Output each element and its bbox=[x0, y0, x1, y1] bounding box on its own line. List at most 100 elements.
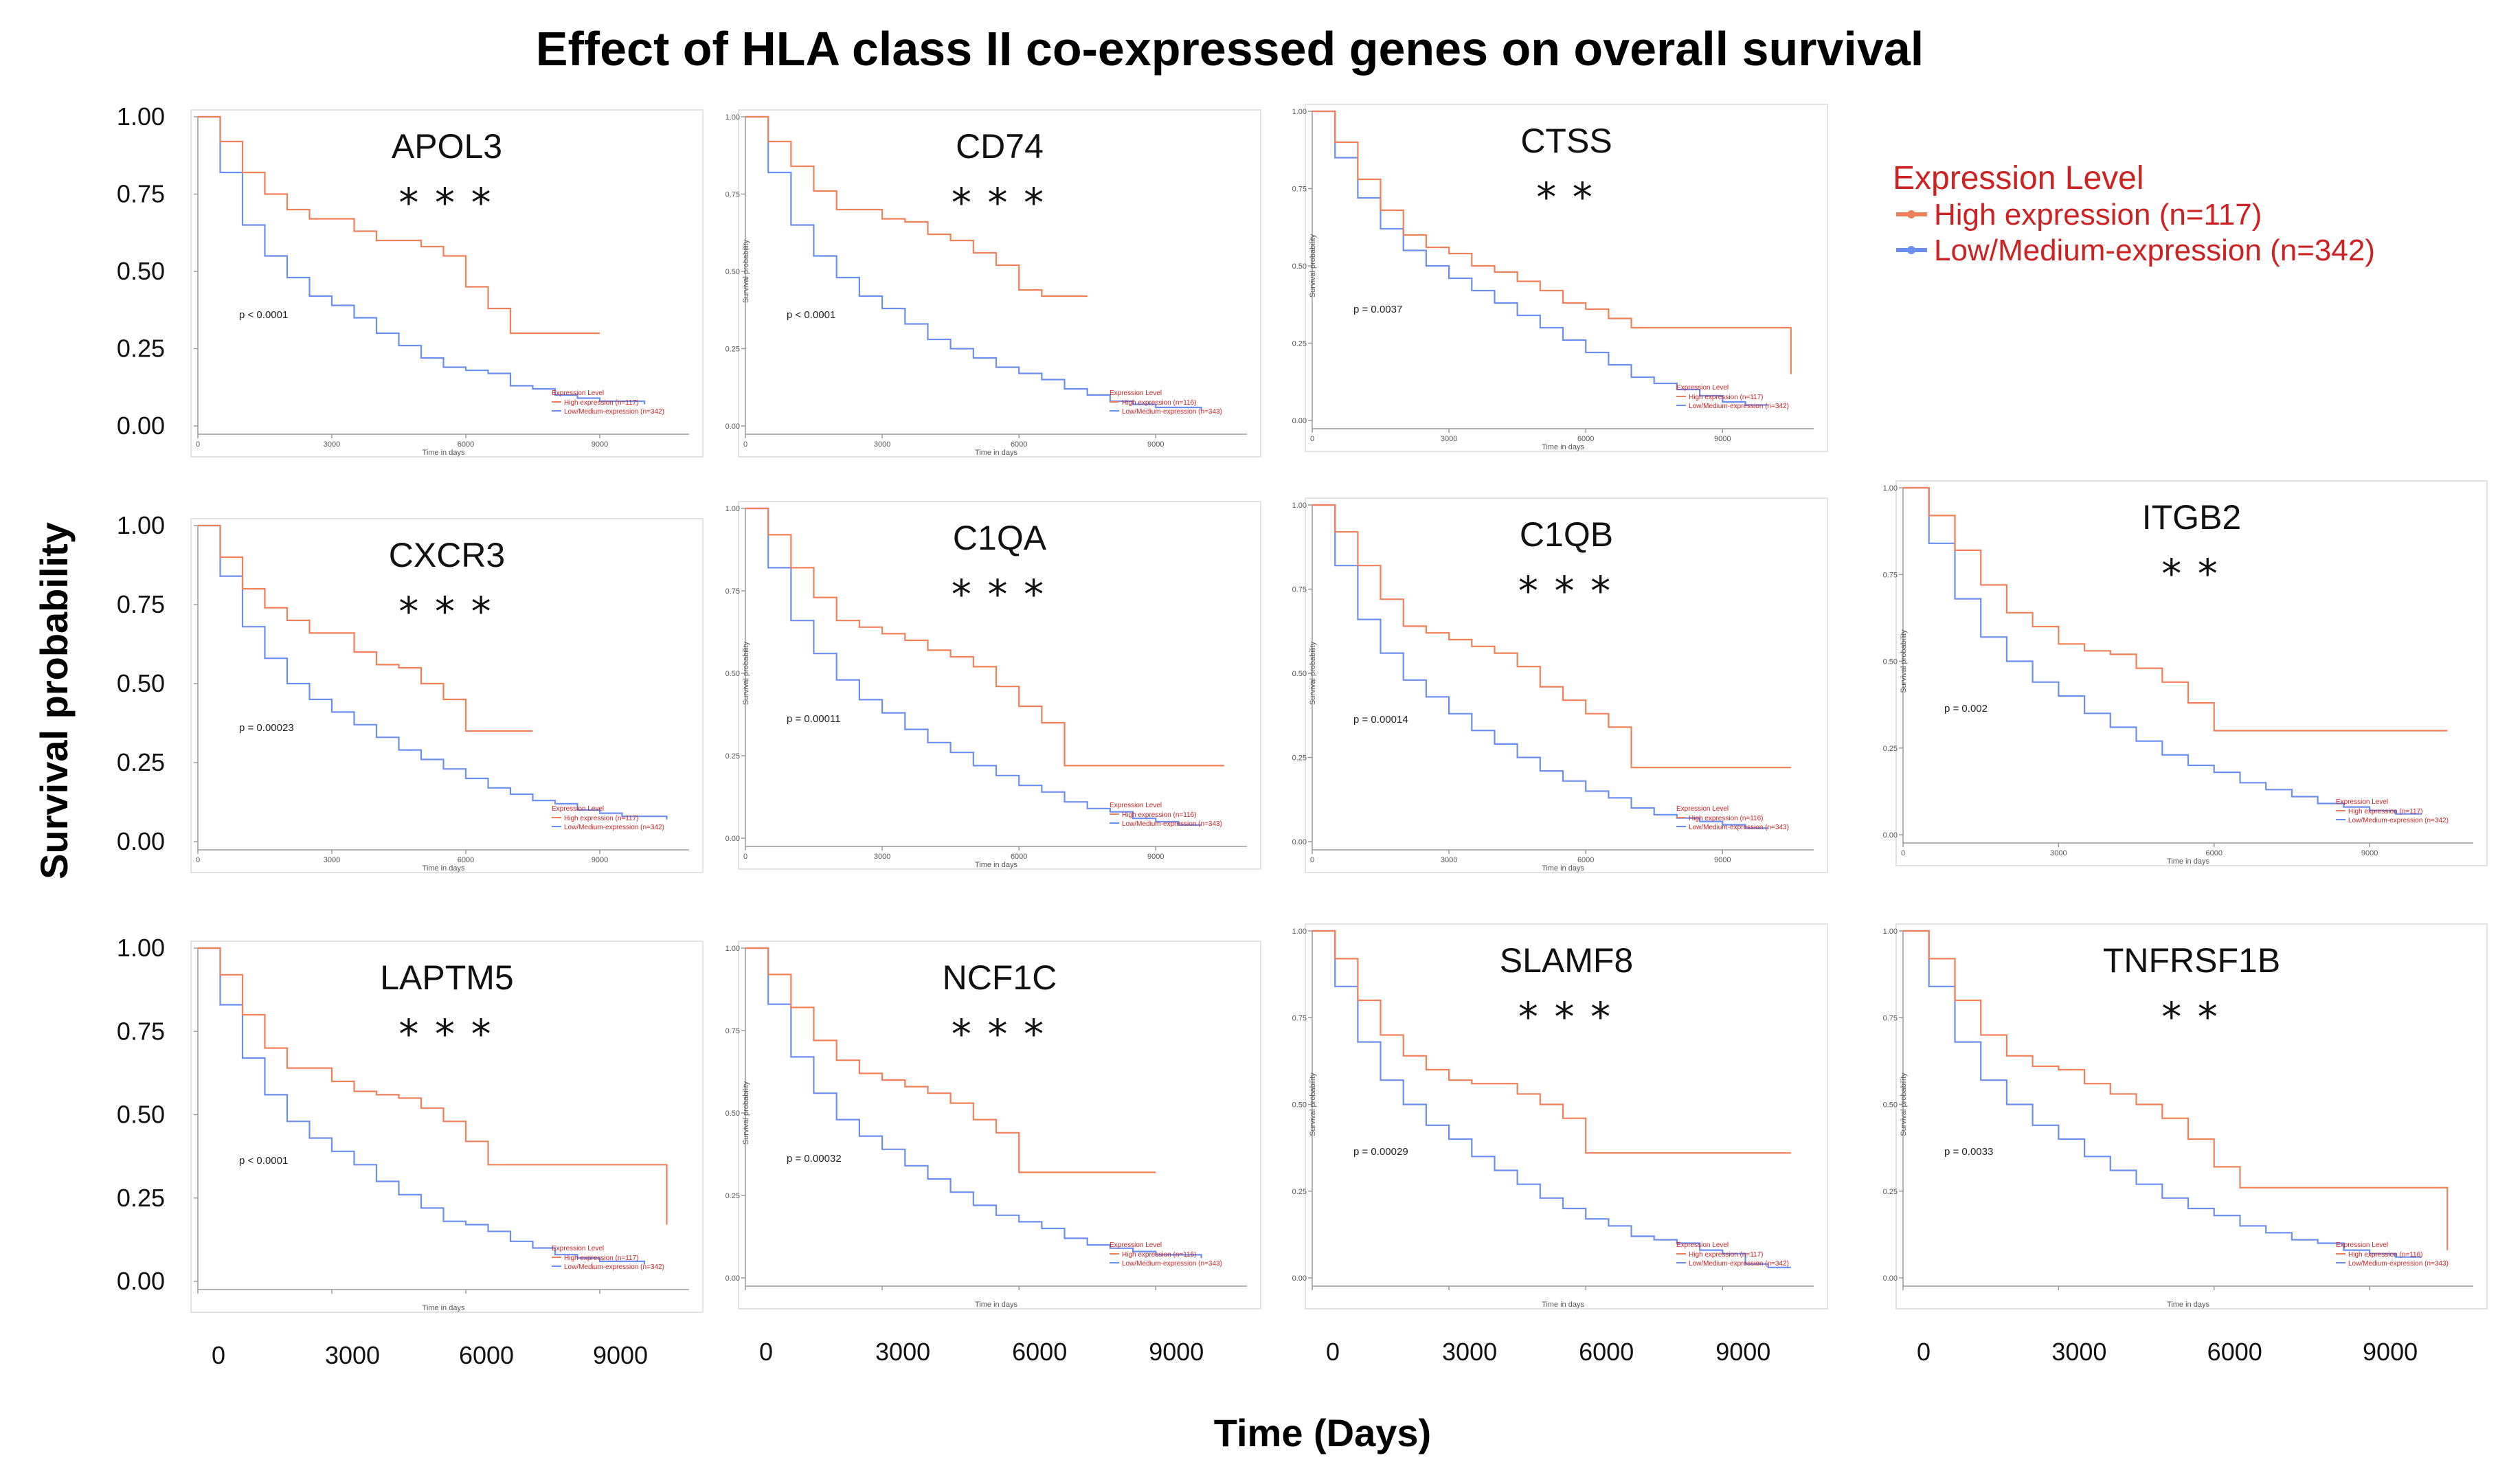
y-tick-label: 0.50 bbox=[117, 257, 165, 285]
x-tick-label: 0 bbox=[1310, 435, 1314, 443]
km-curve-low bbox=[745, 115, 1202, 411]
x-tick-label: 9000 bbox=[1147, 440, 1164, 449]
mini-legend-title: Expression Level bbox=[552, 805, 604, 813]
y-tick-label: 0.00 bbox=[1292, 417, 1307, 425]
y-tick-label: 0.75 bbox=[1883, 571, 1898, 579]
km-curve-low bbox=[1903, 930, 2422, 1258]
km-curve-high bbox=[1903, 930, 2449, 1250]
y-tick-label: 0.50 bbox=[1292, 1101, 1307, 1110]
km-panels: 1.00 0.75 0.50 0.25 0.00 0 3000 6000 9000 Time in… bbox=[117, 102, 2488, 1369]
mini-legend-high: High expression (n=117) bbox=[2348, 808, 2423, 816]
mini-legend-title: Expression Level bbox=[2336, 1241, 2388, 1249]
x-tick-label: 0 bbox=[759, 1338, 773, 1366]
panel-frame bbox=[1305, 923, 1828, 1309]
km-curve-high bbox=[198, 115, 600, 335]
x-tick-label: 6000 bbox=[1011, 440, 1027, 449]
panel-x-label: Time in days bbox=[975, 449, 1017, 457]
km-panel-c1qb: 1.00 0.75 0.50 0.25 0.00 Survival probability… bbox=[1292, 497, 1828, 873]
panel-frame bbox=[1895, 480, 2488, 866]
significance-stars: * * * bbox=[398, 1011, 495, 1057]
mini-legend-high: High expression (n=116) bbox=[1122, 1251, 1197, 1259]
x-tick-label: 6000 bbox=[1012, 1338, 1067, 1366]
x-tick-label: 3000 bbox=[324, 440, 340, 449]
p-value: p = 0.00014 bbox=[1353, 714, 1408, 726]
km-curve-low bbox=[198, 524, 668, 820]
x-axis-title: Time (Days) bbox=[1214, 1411, 1431, 1454]
y-tick-label: 0.75 bbox=[117, 590, 165, 618]
x-tick-label: 9000 bbox=[2361, 849, 2378, 857]
y-tick-label: 1.00 bbox=[117, 102, 165, 131]
km-panel-slamf8: 1.00 0.75 0.50 0.25 0.00 Survival probability… bbox=[1292, 923, 1828, 1366]
x-tick-label: 3000 bbox=[2050, 849, 2067, 857]
y-tick-label: 0.25 bbox=[117, 1184, 165, 1212]
km-curve-high bbox=[1903, 486, 2448, 732]
significance-stars: * * bbox=[2161, 550, 2222, 597]
km-curve-low bbox=[1312, 504, 1768, 829]
x-tick-label: 6000 bbox=[459, 1341, 514, 1369]
mini-legend-title: Expression Level bbox=[1676, 805, 1729, 813]
panel-y-label: Survival probability bbox=[1900, 629, 1908, 693]
x-tick-label: 6000 bbox=[458, 440, 474, 449]
y-tick-label: 0.50 bbox=[725, 268, 740, 276]
x-tick-label: 9000 bbox=[593, 1341, 648, 1369]
y-tick-label: 0.25 bbox=[1883, 1188, 1898, 1196]
km-curve-low bbox=[1312, 930, 1791, 1268]
mini-legend-low: Low/Medium-expression (n=343) bbox=[1689, 824, 1789, 831]
mini-legend-high: High expression (n=116) bbox=[1122, 811, 1197, 819]
y-tick-label: 0.25 bbox=[725, 1192, 740, 1200]
y-tick-label: 0.25 bbox=[725, 752, 740, 761]
km-curve-high bbox=[745, 947, 1156, 1173]
x-tick-label: 3000 bbox=[1442, 1338, 1497, 1366]
y-tick-label: 0.25 bbox=[1292, 1188, 1307, 1196]
y-axis-title: Survival probability bbox=[32, 522, 76, 879]
y-tick-label: 0.25 bbox=[725, 346, 740, 354]
x-tick-label: 3000 bbox=[325, 1341, 380, 1369]
x-tick-label: 3000 bbox=[1441, 856, 1457, 864]
km-curve-high bbox=[198, 947, 668, 1225]
km-curve-low bbox=[745, 507, 1202, 826]
mini-legend-title: Expression Level bbox=[1676, 1241, 1729, 1249]
y-tick-label: 0.00 bbox=[725, 1274, 740, 1283]
p-value: p = 0.00011 bbox=[787, 713, 841, 725]
significance-stars: * * * bbox=[398, 588, 495, 635]
mini-legend-low: Low/Medium-expression (n=342) bbox=[564, 824, 664, 831]
panel-y-label: Survival probability bbox=[1900, 1072, 1908, 1136]
km-panel-ctss: 1.00 0.75 0.50 0.25 0.00 Survival probability… bbox=[1292, 104, 1828, 452]
significance-stars: * * bbox=[2161, 993, 2222, 1040]
km-curve-high bbox=[1312, 504, 1791, 769]
x-tick-label: 0 bbox=[1901, 849, 1905, 857]
x-tick-label: 9000 bbox=[1149, 1338, 1204, 1366]
x-tick-label: 6000 bbox=[1577, 435, 1594, 443]
x-tick-label: 0 bbox=[1310, 856, 1314, 864]
km-curve-high bbox=[745, 507, 1224, 767]
y-tick-label: 1.00 bbox=[725, 945, 740, 953]
y-tick-label: 0.25 bbox=[117, 748, 165, 776]
p-value: p = 0.0033 bbox=[1944, 1146, 1993, 1158]
p-value: p = 0.0037 bbox=[1353, 304, 1402, 315]
x-tick-label: 0 bbox=[196, 856, 200, 864]
y-tick-label: 0.00 bbox=[117, 412, 165, 440]
mini-legend-title: Expression Level bbox=[1110, 802, 1162, 809]
gene-label: APOL3 bbox=[392, 127, 502, 166]
y-tick-label: 0.75 bbox=[1883, 1014, 1898, 1022]
y-tick-label: 0.75 bbox=[117, 1017, 165, 1045]
mini-legend-title: Expression Level bbox=[552, 1245, 604, 1252]
panel-x-label: Time in days bbox=[975, 861, 1017, 869]
km-curve-high bbox=[198, 524, 533, 732]
km-curve-high bbox=[745, 115, 1088, 297]
legend-dot-high bbox=[1907, 210, 1915, 218]
x-tick-label: 6000 bbox=[458, 856, 474, 864]
mini-legend-low: Low/Medium-expression (n=343) bbox=[2348, 1260, 2449, 1268]
x-tick-label: 3000 bbox=[874, 440, 890, 449]
x-tick-label: 3000 bbox=[324, 856, 340, 864]
y-tick-label: 1.00 bbox=[117, 511, 165, 539]
y-tick-label: 1.00 bbox=[1292, 502, 1307, 510]
mini-legend-low: Low/Medium-expression (n=342) bbox=[1689, 403, 1789, 410]
panel-x-label: Time in days bbox=[1542, 443, 1584, 451]
x-tick-label: 9000 bbox=[2363, 1338, 2418, 1366]
x-tick-label: 3000 bbox=[874, 853, 890, 861]
mini-legend-high: High expression (n=117) bbox=[1689, 1251, 1764, 1259]
legend-title: Expression Level bbox=[1893, 160, 2144, 196]
y-tick-label: 1.00 bbox=[117, 934, 165, 962]
